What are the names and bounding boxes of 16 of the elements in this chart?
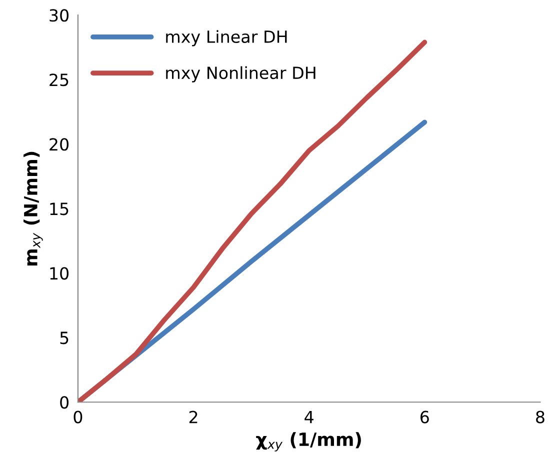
legend-label: mxy Linear DH xyxy=(166,30,287,46)
x-tick-label: 8 xyxy=(536,410,544,424)
y-tick-label: 5 xyxy=(60,332,68,344)
x-tick-label: 4 xyxy=(304,410,314,424)
y-axis-title: m$_{xy}$ (N/mm) xyxy=(24,152,43,266)
legend-label: mxy Nonlinear DH xyxy=(166,66,316,82)
x-tick-label: 6 xyxy=(420,410,429,424)
y-tick-label: 20 xyxy=(50,138,69,151)
x-tick-label: 0 xyxy=(74,410,82,424)
y-tick-label: 0 xyxy=(60,396,69,409)
y-tick-label: 30 xyxy=(50,9,69,22)
y-tick-label: 15 xyxy=(50,202,68,216)
x-tick-label: 2 xyxy=(189,410,198,424)
x-axis-title: χ$_{xy}$ (1/mm) xyxy=(256,432,361,452)
y-tick-label: 10 xyxy=(50,267,69,280)
y-tick-label: 25 xyxy=(50,74,68,86)
